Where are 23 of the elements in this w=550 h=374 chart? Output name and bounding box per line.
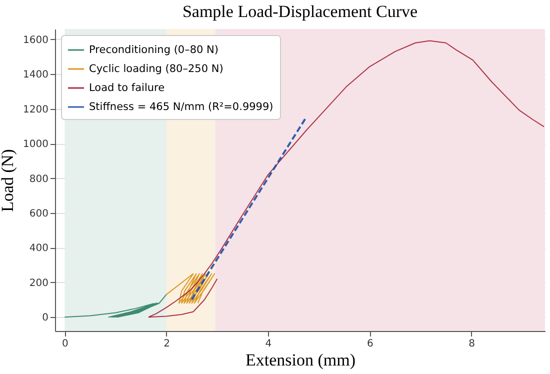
y-tick-label: 1400 [23, 70, 48, 81]
y-tick-label: 1600 [23, 34, 48, 46]
x-tick-label: 8 [468, 338, 475, 350]
y-axis-title: Load (N) [0, 149, 18, 212]
legend-label: Load to failure [89, 82, 165, 94]
y-tick-label: 400 [29, 243, 48, 254]
legend-label: Preconditioning (0–80 N) [89, 44, 218, 56]
x-axis-title: Extension (mm) [245, 350, 356, 370]
y-tick-label: 1200 [23, 104, 48, 116]
y-tick-label: 600 [29, 208, 48, 220]
x-tick-label: 4 [265, 338, 272, 350]
y-tick-label: 1000 [23, 139, 48, 150]
x-tick-label: 6 [366, 338, 374, 350]
x-tick-label: 2 [164, 338, 170, 350]
legend-label: Stiffness = 465 N/mm (R²=0.9999) [89, 101, 274, 113]
line-series [166, 273, 216, 304]
chart-title: Sample Load-Displacement Curve [182, 2, 418, 21]
line-series [64, 294, 167, 318]
legend-label: Cyclic loading (80–250 N) [89, 63, 224, 75]
y-tick-label: 800 [29, 174, 48, 185]
y-tick-label: 200 [29, 278, 48, 289]
y-tick-label: 0 [42, 312, 48, 324]
x-tick-label: 0 [62, 338, 68, 350]
